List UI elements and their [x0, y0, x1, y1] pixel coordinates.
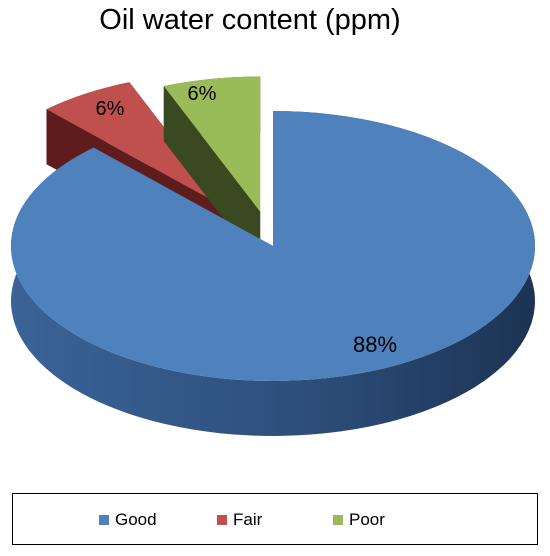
legend-label-poor: Poor [349, 510, 385, 529]
legend-label-fair: Fair [233, 510, 263, 529]
slice-fair [46, 82, 226, 208]
pie-chart: 6% 6% 88% [10, 76, 535, 436]
data-label-good: 88% [353, 332, 397, 357]
slice-poor [163, 76, 261, 212]
data-label-fair: 6% [96, 98, 125, 120]
legend: Good Fair Poor [12, 493, 538, 545]
slice-good [10, 111, 535, 381]
legend-item-poor: Poor [333, 510, 385, 530]
legend-swatch-good [99, 515, 109, 525]
data-label-poor: 6% [188, 83, 217, 105]
legend-swatch-fair [217, 515, 227, 525]
legend-item-fair: Fair [217, 510, 262, 530]
legend-item-good: Good [99, 510, 157, 530]
chart-title: Oil water content (ppm) [99, 4, 401, 36]
legend-label-good: Good [115, 510, 157, 529]
legend-swatch-poor [333, 515, 343, 525]
